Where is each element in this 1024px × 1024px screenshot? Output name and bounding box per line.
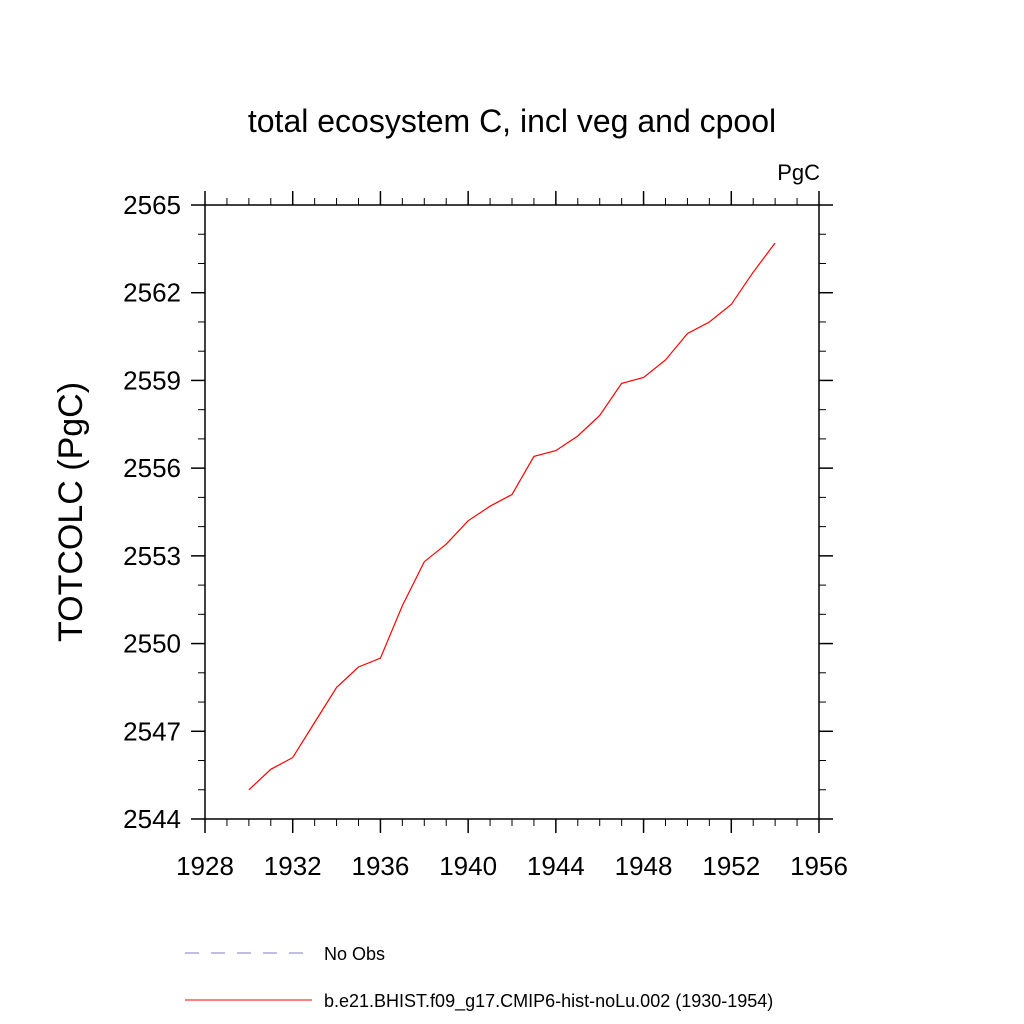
x-tick-label: 1944 (527, 851, 585, 881)
y-tick-label: 2550 (123, 629, 181, 659)
y-tick-label: 2565 (123, 190, 181, 220)
x-tick-label: 1948 (615, 851, 673, 881)
chart-title: total ecosystem C, incl veg and cpool (248, 103, 776, 139)
y-tick-label: 2553 (123, 541, 181, 571)
x-tick-label: 1936 (352, 851, 410, 881)
x-tick-label: 1952 (702, 851, 760, 881)
axis-ticks (191, 191, 833, 833)
legend-label-1: b.e21.BHIST.f09_g17.CMIP6-hist-noLu.002 … (324, 991, 773, 1012)
series-line-1 (248, 242, 776, 791)
y-tick-labels: 2544 2547 2550 2553 2556 2559 2562 2565 (123, 190, 181, 834)
x-tick-label: 1940 (439, 851, 497, 881)
y-tick-label: 2556 (123, 453, 181, 483)
legend: No Obs b.e21.BHIST.f09_g17.CMIP6-hist-noL… (185, 944, 773, 1012)
x-tick-label: 1932 (264, 851, 322, 881)
y-tick-label: 2562 (123, 278, 181, 308)
x-tick-labels: 1928 1932 1936 1940 1944 1948 1952 1956 (176, 851, 848, 881)
y-axis-label: TOTCOLC (PgC) (52, 382, 90, 642)
y-tick-label: 2547 (123, 716, 181, 746)
x-tick-label: 1956 (790, 851, 848, 881)
series-layer (248, 242, 776, 791)
y-tick-label: 2559 (123, 365, 181, 395)
y-tick-label: 2544 (123, 804, 181, 834)
x-tick-label: 1928 (176, 851, 234, 881)
plot-frame (204, 204, 820, 820)
legend-label-0: No Obs (324, 944, 385, 964)
chart-units: PgC (777, 160, 820, 185)
